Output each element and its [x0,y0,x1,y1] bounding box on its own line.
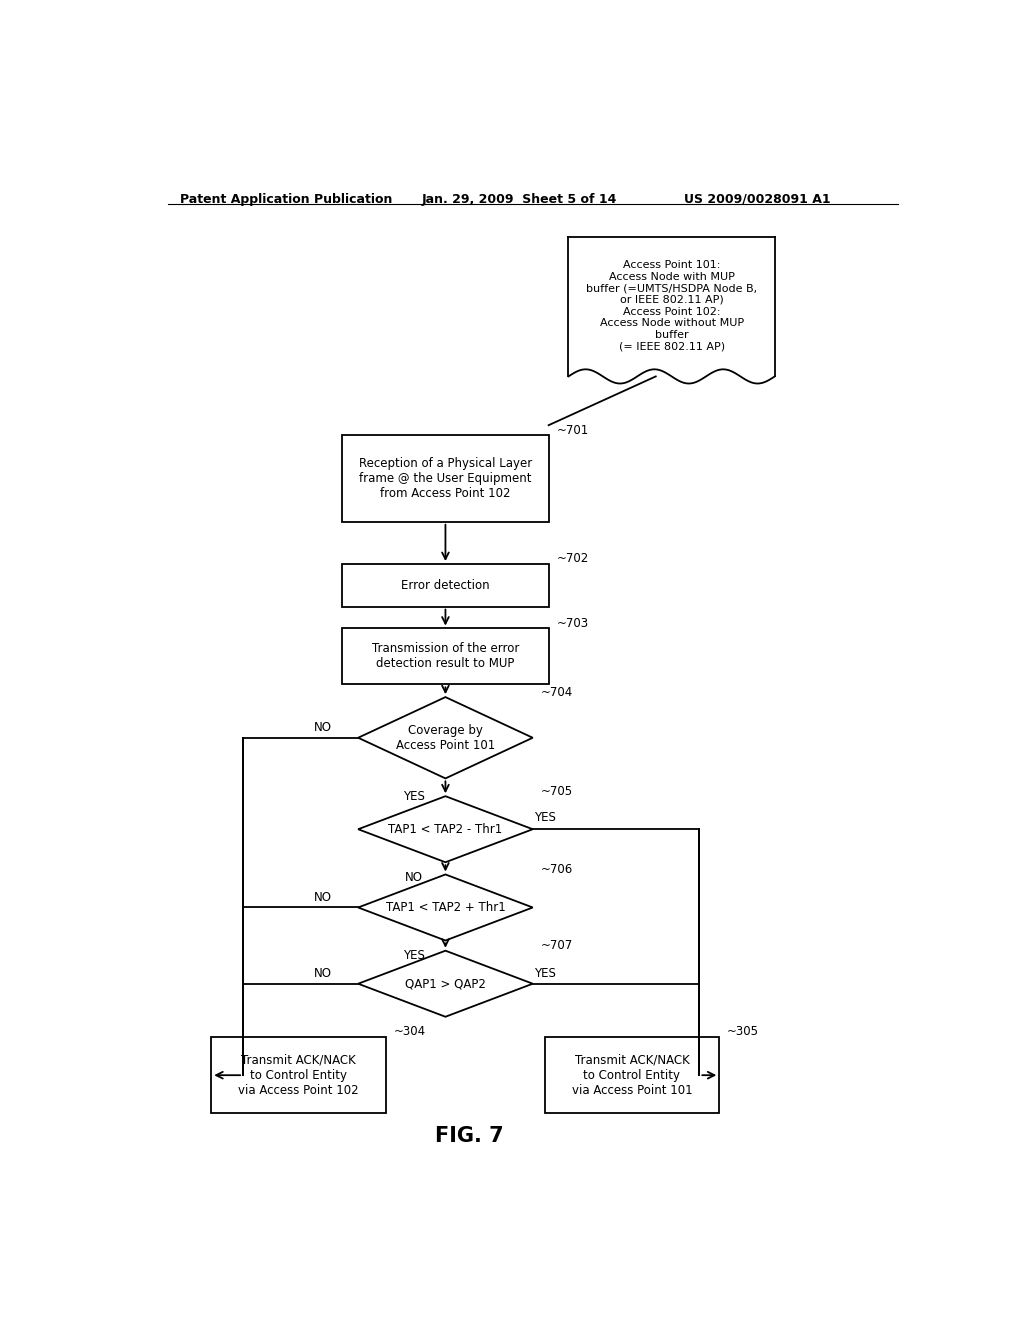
Text: ~706: ~706 [541,863,572,876]
Text: Coverage by
Access Point 101: Coverage by Access Point 101 [396,723,495,752]
Text: US 2009/0028091 A1: US 2009/0028091 A1 [684,193,830,206]
Text: ~305: ~305 [727,1026,759,1039]
FancyBboxPatch shape [342,436,549,521]
Text: YES: YES [534,810,556,824]
Text: Patent Application Publication: Patent Application Publication [179,193,392,206]
FancyBboxPatch shape [211,1038,386,1113]
Text: ~703: ~703 [557,616,589,630]
Text: Transmission of the error
detection result to MUP: Transmission of the error detection resu… [372,643,519,671]
FancyBboxPatch shape [342,628,549,684]
Text: NO: NO [313,968,332,979]
Text: YES: YES [534,968,556,979]
Polygon shape [358,950,532,1016]
FancyBboxPatch shape [545,1038,719,1113]
Text: Transmit ACK/NACK
to Control Entity
via Access Point 102: Transmit ACK/NACK to Control Entity via … [239,1053,359,1097]
Text: ~705: ~705 [541,784,572,797]
Text: ~702: ~702 [557,552,589,565]
Polygon shape [568,238,775,376]
Text: Access Point 101:
Access Node with MUP
buffer (=UMTS/HSDPA Node B,
or IEEE 802.1: Access Point 101: Access Node with MUP b… [586,260,757,351]
Text: NO: NO [313,721,332,734]
Text: ~707: ~707 [541,939,572,952]
Text: ~701: ~701 [557,424,589,437]
Text: Error detection: Error detection [401,578,489,591]
Polygon shape [358,697,532,779]
Polygon shape [358,796,532,862]
Text: Transmit ACK/NACK
to Control Entity
via Access Point 101: Transmit ACK/NACK to Control Entity via … [571,1053,692,1097]
Text: ~704: ~704 [541,685,572,698]
Text: YES: YES [402,949,425,962]
Text: YES: YES [402,791,425,803]
Text: ~304: ~304 [394,1026,426,1039]
Text: Jan. 29, 2009  Sheet 5 of 14: Jan. 29, 2009 Sheet 5 of 14 [422,193,617,206]
FancyBboxPatch shape [342,564,549,607]
Text: FIG. 7: FIG. 7 [435,1126,504,1146]
Text: TAP1 < TAP2 - Thr1: TAP1 < TAP2 - Thr1 [388,822,503,836]
Text: Reception of a Physical Layer
frame @ the User Equipment
from Access Point 102: Reception of a Physical Layer frame @ th… [358,457,532,500]
Polygon shape [358,874,532,941]
Text: TAP1 < TAP2 + Thr1: TAP1 < TAP2 + Thr1 [386,902,505,913]
Text: QAP1 > QAP2: QAP1 > QAP2 [406,977,485,990]
Text: NO: NO [313,891,332,904]
Text: NO: NO [404,871,423,884]
